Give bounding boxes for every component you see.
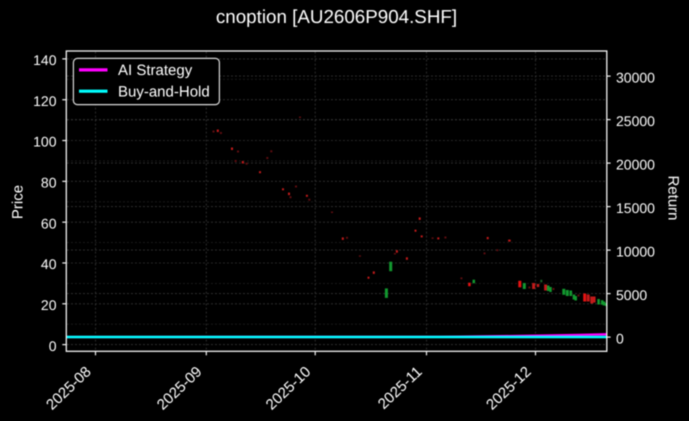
svg-text:40: 40 — [41, 256, 57, 272]
svg-text:80: 80 — [41, 175, 57, 191]
svg-text:Price: Price — [10, 185, 27, 219]
svg-text:cnoption [AU2606P904.SHF]: cnoption [AU2606P904.SHF] — [216, 6, 457, 27]
svg-text:30000: 30000 — [616, 69, 655, 85]
svg-text:2025-10: 2025-10 — [263, 363, 315, 413]
svg-text:5000: 5000 — [616, 287, 647, 303]
svg-text:10000: 10000 — [616, 243, 655, 259]
svg-text:15000: 15000 — [616, 200, 655, 216]
svg-text:20000: 20000 — [616, 156, 655, 172]
svg-text:Return: Return — [665, 175, 682, 220]
svg-text:2025-09: 2025-09 — [154, 363, 206, 413]
svg-text:2025-11: 2025-11 — [375, 363, 426, 412]
svg-text:20: 20 — [41, 297, 57, 313]
svg-text:2025-08: 2025-08 — [43, 363, 95, 413]
svg-text:120: 120 — [33, 93, 57, 109]
svg-text:60: 60 — [41, 215, 57, 231]
svg-text:Buy-and-Hold: Buy-and-Hold — [118, 83, 210, 100]
svg-text:140: 140 — [33, 52, 57, 68]
svg-text:0: 0 — [616, 330, 624, 346]
svg-text:AI Strategy: AI Strategy — [118, 62, 193, 79]
svg-text:0: 0 — [49, 338, 57, 354]
svg-text:2025-12: 2025-12 — [483, 363, 535, 413]
svg-text:25000: 25000 — [616, 113, 655, 129]
svg-text:100: 100 — [33, 134, 57, 150]
